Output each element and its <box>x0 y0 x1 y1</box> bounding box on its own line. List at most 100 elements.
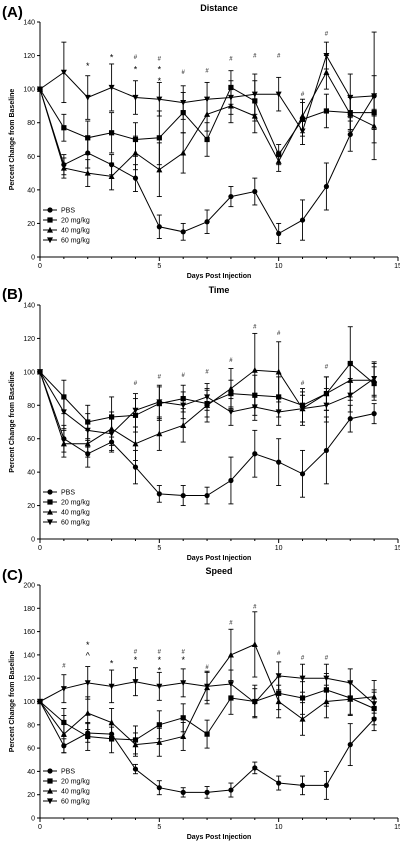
data-point <box>347 742 353 748</box>
significance-mark: # <box>229 57 233 63</box>
y-tick-label: 100 <box>23 87 35 94</box>
data-point <box>156 430 163 437</box>
data-point <box>37 86 43 93</box>
y-tick-label: 0 <box>31 816 35 823</box>
data-point <box>347 416 353 422</box>
data-point <box>204 789 210 795</box>
x-tick-label: 10 <box>275 263 283 270</box>
data-point <box>108 84 115 91</box>
y-axis-label: Percent Change from Baseline <box>9 89 16 191</box>
significance-mark: * <box>134 655 138 665</box>
data-point <box>251 641 258 648</box>
data-point <box>156 96 163 103</box>
data-point <box>84 709 91 716</box>
data-point <box>299 217 306 223</box>
y-tick-label: 0 <box>31 537 35 544</box>
significance-mark: # <box>325 365 329 371</box>
data-point <box>180 715 186 721</box>
chart-title: Time <box>209 285 230 295</box>
x-tick-label: 5 <box>157 263 161 270</box>
y-tick-label: 120 <box>23 336 35 343</box>
data-point <box>227 385 234 392</box>
data-point <box>227 681 234 688</box>
data-point <box>132 766 139 772</box>
data-point <box>228 787 234 793</box>
data-point <box>299 715 306 722</box>
data-point <box>251 700 258 706</box>
data-point <box>323 698 330 705</box>
data-point <box>299 112 306 119</box>
data-point <box>323 69 330 75</box>
data-point <box>204 683 211 690</box>
series-4 <box>37 361 378 451</box>
data-point <box>109 130 115 136</box>
significance-mark: # <box>253 53 257 59</box>
legend-marker <box>47 207 53 213</box>
y-tick-label: 120 <box>23 53 35 60</box>
significance-mark: * <box>86 640 90 650</box>
data-point <box>204 219 210 225</box>
significance-mark: # <box>253 324 257 330</box>
significance-mark: * <box>134 64 138 74</box>
panel-label: (C) <box>2 567 23 584</box>
data-point <box>60 69 67 76</box>
data-point <box>61 125 67 131</box>
significance-mark: # <box>158 375 162 381</box>
significance-mark: # <box>325 656 329 662</box>
data-point <box>60 440 67 447</box>
series-4 <box>37 661 378 719</box>
data-point <box>299 782 306 788</box>
panel-label: (B) <box>2 286 23 303</box>
data-point <box>37 369 43 376</box>
data-point <box>251 366 258 373</box>
data-point <box>347 94 354 101</box>
significance-mark: # <box>325 31 329 37</box>
legend-marker <box>47 499 53 505</box>
data-point <box>347 392 354 399</box>
legend-label: 40 mg/kg <box>61 789 90 796</box>
legend-label: 20 mg/kg <box>61 218 90 225</box>
data-point <box>323 675 330 682</box>
legend-label: PBS <box>61 769 75 776</box>
y-tick-label: 100 <box>23 369 35 376</box>
data-point <box>323 447 329 454</box>
data-point <box>60 730 67 737</box>
y-tick-label: 80 <box>27 722 35 729</box>
data-point <box>275 158 282 164</box>
legend-label: 60 mg/kg <box>61 520 90 527</box>
y-tick-label: 20 <box>27 221 35 228</box>
y-tick-label: 180 <box>23 606 35 613</box>
significance-mark: # <box>134 55 138 61</box>
x-tick-label: 0 <box>38 545 42 552</box>
legend-marker <box>47 798 53 805</box>
y-tick-label: 60 <box>27 436 35 443</box>
data-point <box>299 406 306 412</box>
series-1 <box>37 698 377 800</box>
significance-mark: # <box>62 664 66 670</box>
data-point <box>204 492 210 499</box>
data-point <box>156 785 162 791</box>
significance-mark: * <box>86 61 90 71</box>
legend-label: 40 mg/kg <box>61 228 90 235</box>
data-point <box>180 149 187 156</box>
y-tick-label: 140 <box>23 303 35 310</box>
significance-mark: # <box>277 53 281 59</box>
series-1 <box>37 369 377 507</box>
x-axis-label: Days Post Injection <box>187 273 252 280</box>
legend-label: PBS <box>61 490 75 497</box>
x-tick-label: 10 <box>275 545 283 552</box>
legend-label: 20 mg/kg <box>61 779 90 786</box>
data-point <box>204 394 211 401</box>
legend-label: 60 mg/kg <box>61 799 90 806</box>
data-point <box>180 789 186 795</box>
data-point <box>132 440 139 447</box>
data-point <box>60 164 67 171</box>
data-point <box>180 492 186 499</box>
data-point <box>276 230 282 237</box>
significance-mark: # <box>301 92 305 98</box>
data-point <box>228 477 234 484</box>
data-point <box>85 135 91 141</box>
x-tick-label: 5 <box>157 545 161 552</box>
x-tick-label: 15 <box>394 824 400 831</box>
